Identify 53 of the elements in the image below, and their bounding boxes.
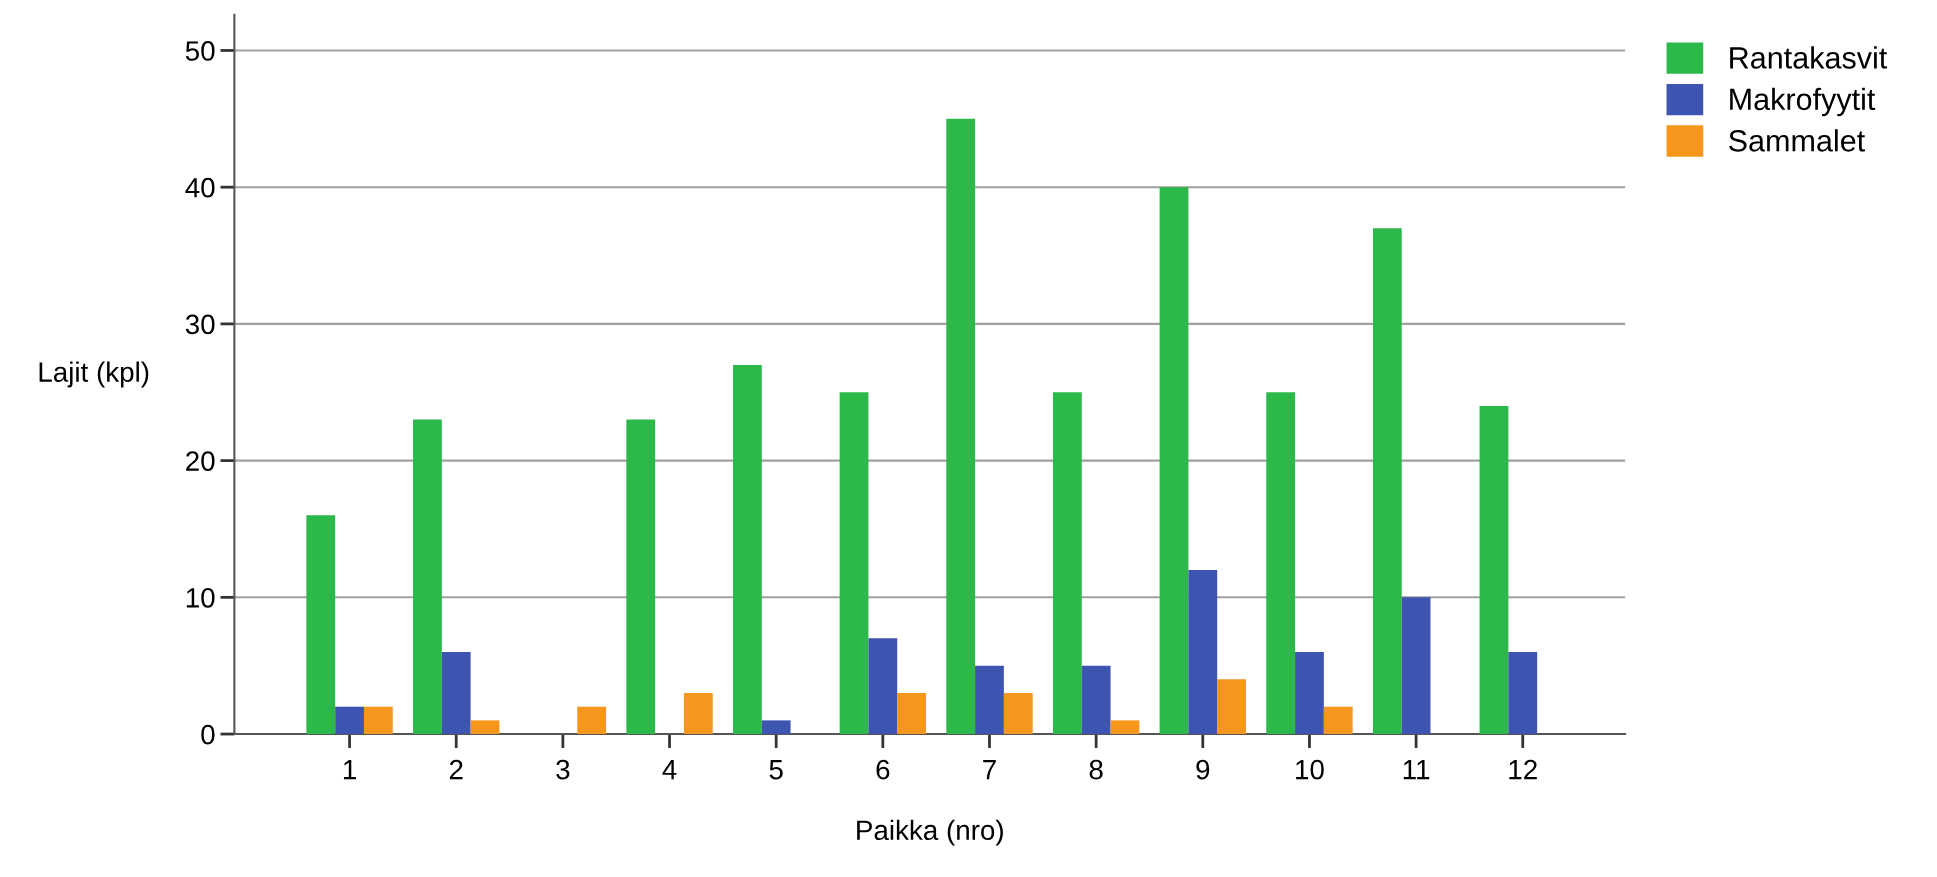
y-tick-label: 30 [185,314,215,335]
x-tick-label: 8 [1089,759,1103,780]
y-tick-label: 50 [185,41,215,61]
x-tick-label: 2 [449,759,463,780]
bar [1217,679,1246,735]
y-tick-label: 0 [201,724,215,745]
bar [1508,652,1538,735]
bar [1266,392,1296,735]
bar [335,706,364,735]
y-tick-label: 40 [185,177,215,198]
x-tick-label: 1 [343,760,356,780]
y-axis-title: Lajit (kpl) [39,361,149,388]
bar [470,720,500,735]
bar [1081,665,1111,735]
x-axis-title: Paikka (nro) [857,819,1003,846]
bar [413,419,442,735]
x-tick-label: 4 [662,760,677,780]
bar [1401,597,1431,735]
legend-label: Sammalet [1729,129,1865,152]
bar [1003,693,1033,735]
bar [1188,569,1218,735]
bar [1479,405,1509,735]
bar [868,638,898,735]
legend-label: Rantakasvit [1730,46,1888,69]
legend-label: Makrofyytit [1730,87,1876,117]
x-tick-label: 11 [1403,760,1430,780]
x-tick-label: 6 [876,759,890,780]
bar [1110,720,1140,735]
bar [897,693,927,735]
bar [577,706,607,735]
x-tick-label: 9 [1196,759,1210,780]
bar [441,652,471,735]
bar [1295,652,1324,735]
bar [683,693,713,735]
x-tick-label: 7 [983,760,996,780]
bar [363,706,393,735]
y-tick-label: 20 [186,451,215,471]
x-tick-label: 12 [1509,759,1537,780]
bar [1159,187,1189,735]
bar [732,364,762,735]
x-tick-label: 3 [556,759,570,780]
y-tick-label: 10 [186,588,215,608]
bar [1372,228,1402,735]
bar [761,720,791,735]
x-tick-label: 5 [769,760,783,780]
bar [626,419,656,735]
bar [839,392,869,735]
x-tick-label: 10 [1296,759,1324,780]
bar [946,118,976,735]
bar [306,515,336,735]
bar [1052,392,1082,735]
bar [975,665,1004,735]
bar [1323,706,1353,735]
